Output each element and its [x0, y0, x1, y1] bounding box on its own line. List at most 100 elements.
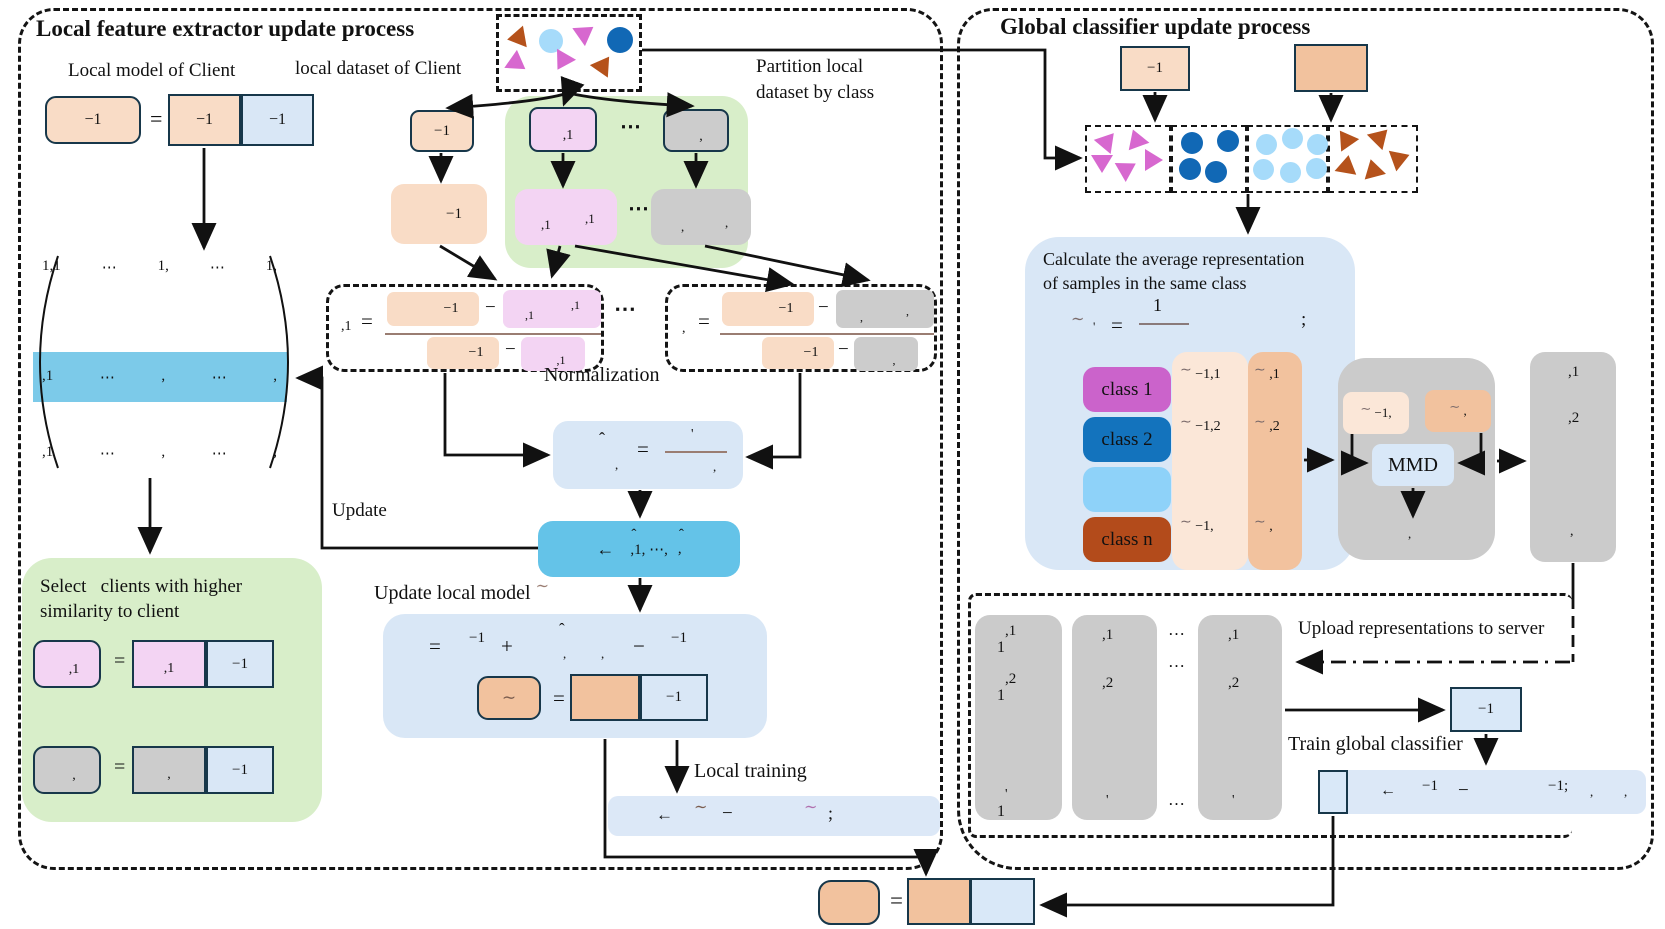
tilde-model-label: ∼ — [501, 688, 517, 707]
mmd-rep-box: ∼ , — [1425, 390, 1491, 432]
calcf-fraction-bar — [1139, 323, 1189, 325]
entry-base: 1 — [997, 639, 1005, 656]
class-large-ellipsis: ⋯ — [628, 196, 649, 220]
upload-col2-entry: ,2 — [1102, 675, 1114, 691]
rep-entry-2: ∼ ,2 — [1254, 415, 1280, 435]
matrix-cell: 1, — [265, 258, 277, 274]
formula1-num-a: −1 — [443, 301, 459, 316]
matrix-cell: 1, — [157, 258, 169, 274]
right-panel-title: Global classifier update process — [1000, 14, 1311, 39]
formula1-equals: = — [361, 309, 373, 333]
class0-large-label: −1 — [446, 205, 462, 222]
norm-denominator: , — [713, 459, 717, 474]
pink-triangle-icon — [1114, 153, 1142, 183]
select-clients-line1: Select clients with higher — [40, 576, 243, 597]
matrix-cell: ⋯ — [209, 260, 225, 276]
updatef-s2: , — [601, 646, 605, 661]
matrix-row-3: ,1 ⋯ , ⋯ , — [42, 444, 277, 463]
similarity-matrix-highlight-row — [33, 352, 287, 402]
norm-sub: , — [615, 457, 619, 472]
entry-sup: ' — [1005, 787, 1008, 802]
entry-sup: ,2 — [1005, 671, 1017, 687]
global-model-box1-label: −1 — [1147, 60, 1163, 76]
class1-small-label: ,1 — [562, 127, 574, 143]
calcf-apos: ' — [1093, 319, 1096, 334]
class1-large-label-b: ,1 — [585, 211, 595, 226]
calcf-tilde: ∼ — [1071, 311, 1085, 328]
orange-triangle-icon — [589, 50, 619, 78]
class1-large-box: ,1 ,1 — [515, 189, 617, 245]
norm-hat: ˆ — [599, 429, 605, 449]
updatef-a: −1 — [469, 630, 485, 646]
darkblue-circle-icon — [1217, 130, 1239, 152]
pink-triangle-icon — [504, 49, 532, 79]
avg-entry-value: −1, — [1195, 519, 1214, 534]
local-training-label: Local training — [694, 760, 807, 782]
left-panel-title: Local feature extractor update process — [36, 16, 415, 41]
bottom-model-box — [818, 880, 880, 925]
classn-chip: class n — [1083, 517, 1171, 562]
upload-cols-ellipsis: … — [1168, 620, 1185, 639]
training-minus: − — [722, 803, 733, 824]
mmd-box: ∼ −1, ∼ , MMD , — [1338, 358, 1495, 560]
mmd-rep-tilde: ∼ — [1449, 399, 1461, 414]
mmd-rep-value: , — [1463, 403, 1467, 418]
formula2-den-peach: −1 — [762, 337, 834, 369]
partition-label-line2: dataset by class — [756, 82, 875, 103]
selected-client1-clf: −1 — [206, 640, 274, 688]
formula1-den-b: ,1 — [556, 352, 566, 367]
out-col-entry: ,1 — [1568, 364, 1580, 380]
upload-col3-entry: ,2 — [1228, 675, 1240, 691]
rep-entry-tilde: ∼ — [1254, 515, 1266, 530]
matrix-cell: , — [161, 444, 166, 460]
formula1-num-pink: ,1 ,1 — [503, 290, 601, 328]
orange-triangle-icon — [1330, 124, 1360, 152]
rep-entry-n: ∼ , — [1254, 515, 1273, 535]
class-small-ellipsis: ⋯ — [620, 114, 641, 138]
formula2-den-gray: , — [854, 337, 918, 371]
local-model-label: Local model of Client — [68, 60, 236, 81]
class0-small-box: −1 — [410, 110, 474, 152]
norm-equals: = — [637, 437, 649, 461]
matrix-cell: ,1 — [42, 368, 54, 384]
training-t1: ∼ — [694, 799, 708, 816]
lightblue-circle-icon — [1282, 128, 1303, 149]
global-model-box1: −1 — [1120, 46, 1190, 91]
orange-triangle-icon — [1388, 144, 1414, 172]
classn-small-label: , — [699, 128, 703, 144]
local-dataset-label: local dataset of Client — [295, 58, 462, 79]
updatef-minus: − — [633, 634, 645, 658]
selected-clientm-box: , — [33, 746, 101, 794]
selected-clientm-feat-label: , — [167, 767, 171, 782]
formula2-equals: = — [698, 309, 710, 333]
mmd-rep-label: ∼ , — [1449, 399, 1467, 419]
global-model-box2 — [1294, 44, 1368, 92]
upload-col-3: ,1 ,2 ' — [1198, 615, 1282, 820]
avg-entry-tilde: ∼ — [1180, 515, 1192, 530]
classifier-part-label: −1 — [268, 111, 287, 128]
formula2-num-b1: , — [860, 310, 863, 324]
update-local-model-label: Update local model ∼ — [374, 578, 549, 605]
orange-triangle-icon — [1360, 156, 1386, 180]
class0-large-box: −1 — [391, 184, 487, 244]
upload-col2-entry: ' — [1106, 793, 1109, 808]
tilde-model-box: ∼ — [477, 676, 541, 720]
formula1-num-peach: −1 — [387, 292, 479, 326]
formula1-den-a: −1 — [468, 345, 484, 360]
class1-small-box: ,1 — [529, 107, 597, 152]
rep-entry-value: ,1 — [1269, 367, 1280, 382]
class1-chip-label: class 1 — [1101, 378, 1153, 400]
local-dataset-box — [496, 14, 642, 92]
calc-line1: Calculate the average representation — [1043, 249, 1305, 269]
formula2-den-b: , — [892, 352, 896, 367]
agg-mid: ,1, ⋯, — [630, 541, 668, 558]
update-local-model-tilde: ∼ — [535, 578, 550, 595]
mmd-label-box: MMD — [1372, 444, 1454, 486]
bottom-eq: = — [890, 888, 903, 913]
avg-entry-value: −1,2 — [1195, 419, 1221, 434]
pink-triangle-icon — [1122, 125, 1150, 151]
agg-end: , — [677, 541, 682, 557]
rep-column: ∼ ,1 ∼ ,2 ∼ , — [1248, 352, 1302, 570]
lightblue-circle-icon — [539, 29, 563, 53]
updatef-b: −1 — [671, 630, 687, 646]
